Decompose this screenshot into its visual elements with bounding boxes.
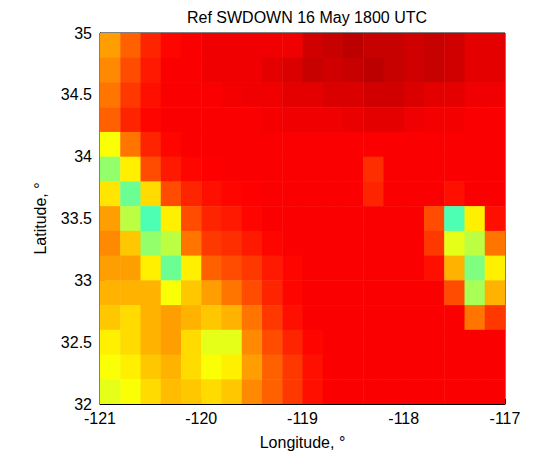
svg-text:34.5: 34.5 — [61, 86, 92, 103]
svg-text:-118: -118 — [388, 410, 419, 427]
svg-text:-120: -120 — [185, 410, 217, 427]
svg-text:-121: -121 — [84, 410, 116, 427]
svg-text:32.5: 32.5 — [61, 334, 92, 351]
svg-text:Latitude, °: Latitude, ° — [32, 182, 49, 254]
svg-text:34: 34 — [74, 148, 92, 165]
svg-text:33.5: 33.5 — [61, 210, 92, 227]
svg-text:33: 33 — [74, 272, 92, 289]
svg-text:Ref SWDOWN 16 May 1800 UTC: Ref SWDOWN 16 May 1800 UTC — [187, 9, 427, 26]
svg-text:35: 35 — [74, 25, 92, 42]
svg-text:Longitude, °: Longitude, ° — [260, 434, 346, 451]
svg-text:32: 32 — [74, 395, 92, 413]
svg-text:-117: -117 — [490, 410, 521, 427]
svg-text:-119: -119 — [287, 410, 318, 427]
